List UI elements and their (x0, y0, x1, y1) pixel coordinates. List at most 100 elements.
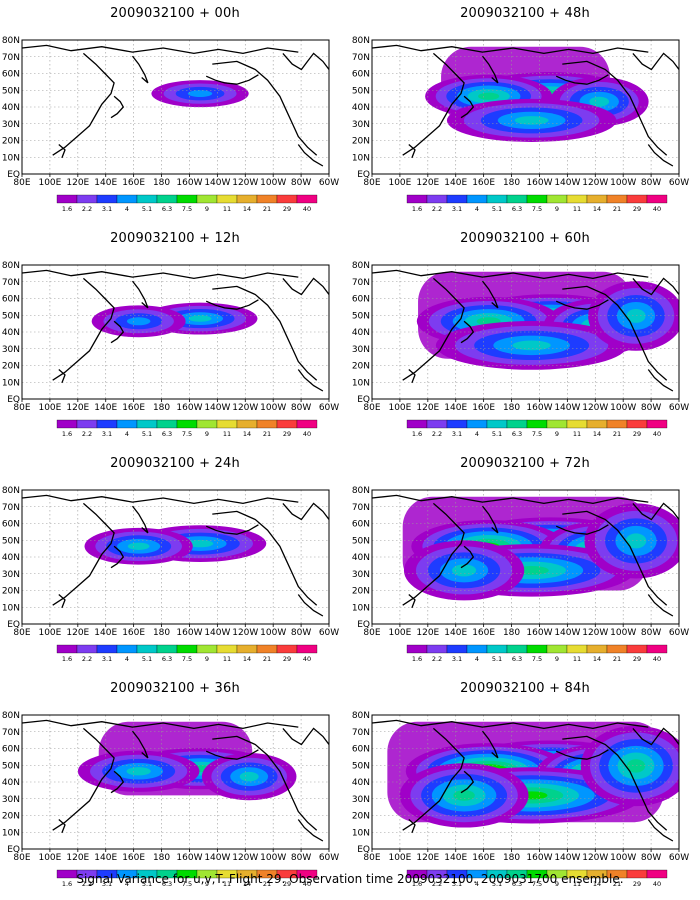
coastline (460, 320, 475, 344)
y-tick-label: 60N (2, 520, 20, 530)
colorbar-label: 1.6 (62, 880, 72, 888)
y-tick-label: 40N (352, 553, 370, 563)
y-tick-label: 20N (352, 812, 370, 822)
y-tick-label: 20N (2, 587, 20, 597)
variance-contour (186, 539, 214, 548)
colorbar-label: 9 (205, 430, 209, 438)
coastline (110, 545, 125, 569)
colorbar-swatch (566, 419, 588, 429)
coastline (402, 277, 465, 381)
colorbar-label: 7.5 (182, 205, 192, 213)
x-tick-label: 80W (291, 853, 311, 863)
colorbar-swatch (56, 419, 78, 429)
colorbar-swatch (236, 419, 258, 429)
colorbar-swatch (96, 419, 118, 429)
coastline (297, 594, 324, 617)
y-tick-label: 80N (2, 486, 20, 496)
x-tick-label: 100E (388, 403, 411, 413)
colorbar-swatch (446, 419, 468, 429)
variance-contour (126, 317, 151, 326)
y-tick-label: 60N (352, 745, 370, 755)
colorbar-swatch (296, 644, 318, 654)
coastline (402, 727, 465, 831)
colorbar-label: 14 (593, 655, 601, 663)
colorbar-label: 21 (263, 430, 271, 438)
y-tick-label: 70N (352, 728, 370, 738)
colorbar-label: 6.3 (512, 880, 522, 888)
colorbar-label: 1.6 (62, 430, 72, 438)
colorbar-swatch (466, 419, 488, 429)
colorbar-swatch (276, 644, 298, 654)
x-tick-label: 120E (416, 853, 439, 863)
y-tick-label: 70N (2, 728, 20, 738)
x-tick-label: 120W (232, 628, 258, 638)
coastline (205, 749, 259, 760)
y-tick-label: 10N (352, 828, 370, 838)
colorbar-label: 3.1 (102, 880, 112, 888)
colorbar-swatch (426, 644, 448, 654)
colorbar-swatch (546, 194, 568, 204)
colorbar-swatch (96, 194, 118, 204)
colorbar-label: 29 (633, 880, 641, 888)
colorbar-swatch (236, 644, 258, 654)
coastline (555, 524, 609, 535)
colorbar-label: 40 (303, 655, 311, 663)
coastline (212, 510, 318, 606)
x-tick-label: 80W (291, 403, 311, 413)
colorbar-label: 11 (223, 205, 231, 213)
x-tick-label: 120E (66, 853, 89, 863)
colorbar-swatch (156, 194, 178, 204)
coastline (632, 727, 679, 746)
y-tick-label: 40N (2, 778, 20, 788)
panel-title: 2009032100 + 72h (460, 456, 590, 471)
coastline (52, 727, 115, 831)
x-tick-label: 160W (176, 628, 202, 638)
colorbar-label: 6.3 (512, 205, 522, 213)
x-tick-label: 160E (472, 628, 495, 638)
coastline (460, 770, 475, 794)
x-tick-label: 120W (232, 403, 258, 413)
coastline (58, 594, 66, 609)
coastline (58, 819, 66, 834)
colorbar-label: 11 (223, 430, 231, 438)
colorbar-label: 3.1 (452, 430, 462, 438)
x-tick-label: 100E (38, 403, 61, 413)
coastline (481, 55, 499, 84)
x-tick-label: 80W (291, 628, 311, 638)
y-tick-label: 80N (352, 261, 370, 271)
colorbar-label: 14 (243, 430, 251, 438)
x-tick-label: 180 (503, 403, 520, 413)
colorbar-swatch (116, 644, 138, 654)
colorbar-swatch (446, 194, 468, 204)
colorbar-swatch (486, 419, 508, 429)
y-tick-label: 20N (2, 812, 20, 822)
colorbar-label: 40 (653, 430, 661, 438)
colorbar-label: 11 (573, 205, 581, 213)
y-tick-label: 30N (2, 345, 20, 355)
x-tick-label: 80W (641, 403, 661, 413)
y-tick-label: 50N (352, 761, 370, 771)
x-tick-label: 160W (526, 403, 552, 413)
colorbar-label: 40 (653, 655, 661, 663)
coastline (372, 719, 649, 730)
colorbar-label: 7.5 (532, 205, 542, 213)
colorbar-swatch (296, 194, 318, 204)
colorbar-label: 14 (243, 205, 251, 213)
colorbar-swatch (426, 419, 448, 429)
y-tick-label: EQ (357, 395, 370, 405)
y-tick-label: 60N (2, 70, 20, 80)
coastline (647, 819, 674, 842)
colorbar-label: 5.1 (492, 880, 502, 888)
colorbar-label: 14 (593, 880, 601, 888)
y-tick-label: 10N (352, 603, 370, 613)
y-tick-label: EQ (357, 620, 370, 630)
coastline (562, 285, 668, 381)
figure-caption: Signal Variance for u,v,T. Flight 29. Ob… (76, 872, 624, 886)
colorbar-label: 21 (263, 655, 271, 663)
variance-contour (452, 564, 477, 577)
coastline (110, 770, 125, 794)
colorbar-swatch (196, 194, 218, 204)
forecast-panel: 2009032100 + 84h 80E 100E 120E 140E 160E 180 16… (350, 675, 700, 900)
coastline (555, 74, 609, 85)
x-tick-label: 160E (472, 403, 495, 413)
